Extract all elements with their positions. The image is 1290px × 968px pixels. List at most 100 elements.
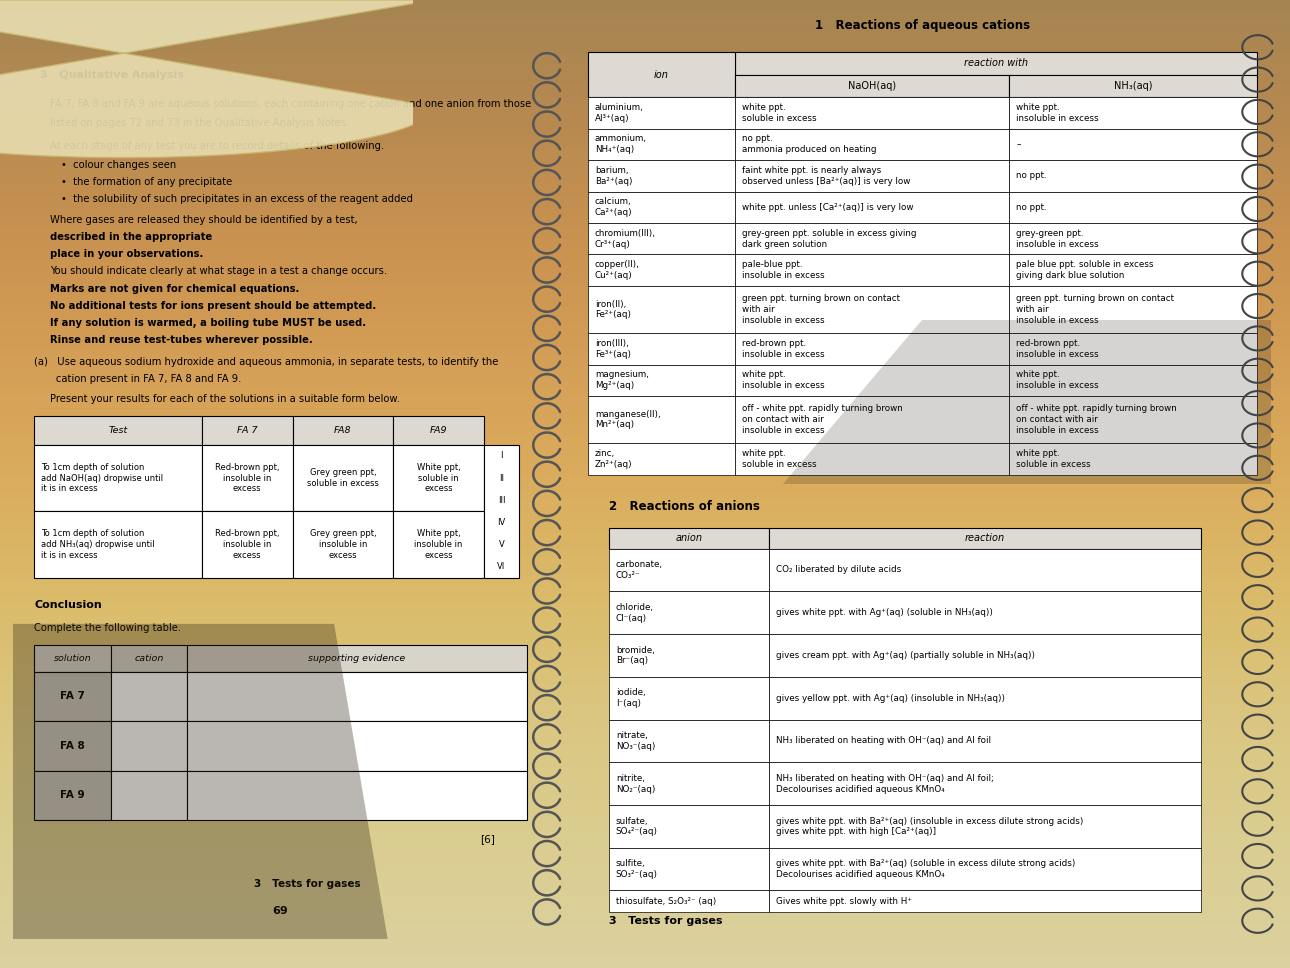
Text: iron(II),
Fe²⁺(aq): iron(II), Fe²⁺(aq) [595, 299, 631, 319]
Bar [588, 255, 735, 286]
Bar [187, 721, 526, 771]
Text: white ppt.
soluble in excess: white ppt. soluble in excess [1017, 449, 1091, 469]
Bar [735, 192, 1009, 223]
Bar [293, 511, 393, 578]
Text: Rinse and reuse test-tubes wherever possible.: Rinse and reuse test-tubes wherever poss… [50, 335, 313, 345]
Text: thiosulfate, S₂O₃²⁻ (aq): thiosulfate, S₂O₃²⁻ (aq) [615, 896, 716, 906]
Bar [187, 771, 526, 820]
Bar [111, 645, 187, 672]
Text: •  the formation of any precipitate: • the formation of any precipitate [61, 177, 232, 188]
Text: •  the solubility of such precipitates in an excess of the reagent added: • the solubility of such precipitates in… [61, 195, 413, 204]
Text: IV: IV [497, 518, 506, 527]
Text: white ppt.
insoluble in excess: white ppt. insoluble in excess [742, 371, 824, 390]
Bar [588, 396, 735, 443]
Bar [187, 645, 526, 672]
Bar [769, 805, 1201, 848]
Bar [293, 444, 393, 511]
Bar [35, 771, 111, 820]
Text: faint white ppt. is nearly always
observed unless [Ba²⁺(aq)] is very low: faint white ppt. is nearly always observ… [742, 166, 911, 186]
Text: Marks are not given for chemical equations.: Marks are not given for chemical equatio… [50, 284, 299, 293]
Bar [1009, 255, 1256, 286]
Bar [201, 416, 293, 444]
Bar [111, 721, 187, 771]
Text: cation: cation [134, 653, 164, 662]
Text: carbonate,
CO₃²⁻: carbonate, CO₃²⁻ [615, 560, 663, 580]
Text: gives white ppt. with Ba²⁺(aq) (soluble in excess dilute strong acids)
Decolouri: gives white ppt. with Ba²⁺(aq) (soluble … [775, 860, 1075, 879]
Text: grey-green ppt. soluble in excess giving
dark green solution: grey-green ppt. soluble in excess giving… [742, 228, 917, 249]
Bar [609, 634, 769, 677]
Text: II: II [499, 473, 504, 482]
Text: White ppt,
insoluble in
excess: White ppt, insoluble in excess [414, 529, 463, 560]
Polygon shape [13, 623, 387, 939]
Text: no ppt.: no ppt. [1017, 171, 1047, 180]
Text: At each stage of any test you are to record details of the following.: At each stage of any test you are to rec… [50, 141, 384, 151]
Text: white ppt.
insoluble in excess: white ppt. insoluble in excess [1017, 103, 1099, 123]
Text: White ppt,
soluble in
excess: White ppt, soluble in excess [417, 463, 461, 494]
Text: chromium(III),
Cr³⁺(aq): chromium(III), Cr³⁺(aq) [595, 228, 655, 249]
Bar [1009, 75, 1256, 97]
Bar [35, 444, 201, 511]
Bar [35, 511, 201, 578]
Text: supporting evidence: supporting evidence [308, 653, 405, 662]
Bar [769, 891, 1201, 912]
Bar [735, 75, 1009, 97]
Text: To 1cm depth of solution
add NH₃(aq) dropwise until
it is in excess: To 1cm depth of solution add NH₃(aq) dro… [41, 529, 155, 560]
Text: nitrite,
NO₂⁻(aq): nitrite, NO₂⁻(aq) [615, 773, 655, 794]
Text: white ppt.
soluble in excess: white ppt. soluble in excess [742, 449, 817, 469]
Bar [769, 848, 1201, 891]
Bar [588, 52, 735, 97]
Text: iron(III),
Fe³⁺(aq): iron(III), Fe³⁺(aq) [595, 339, 631, 359]
Text: copper(II),
Cu²⁺(aq): copper(II), Cu²⁺(aq) [595, 260, 640, 280]
Bar [393, 511, 484, 578]
Text: VI: VI [497, 562, 506, 571]
Bar [35, 416, 201, 444]
Bar [609, 549, 769, 591]
Bar [1009, 333, 1256, 365]
Text: If any solution is warmed, a boiling tube MUST be used.: If any solution is warmed, a boiling tub… [50, 318, 366, 328]
Text: Red-brown ppt,
insoluble in
excess: Red-brown ppt, insoluble in excess [215, 463, 280, 494]
Bar [588, 192, 735, 223]
Bar [201, 444, 293, 511]
Bar [735, 443, 1009, 474]
Text: FA8: FA8 [334, 426, 352, 435]
Text: III: III [498, 496, 506, 504]
Text: V: V [498, 540, 504, 549]
Text: FA 7: FA 7 [237, 426, 258, 435]
Bar [609, 591, 769, 634]
Text: green ppt. turning brown on contact
with air
insoluble in excess: green ppt. turning brown on contact with… [1017, 294, 1174, 324]
Text: No additional tests for ions present should be attempted.: No additional tests for ions present sho… [50, 301, 377, 311]
Text: Present your results for each of the solutions in a suitable form below.: Present your results for each of the sol… [50, 394, 400, 405]
Bar [735, 97, 1009, 129]
Text: Grey green ppt,
soluble in excess: Grey green ppt, soluble in excess [307, 469, 379, 488]
Text: nitrate,
NO₃⁻(aq): nitrate, NO₃⁻(aq) [615, 731, 655, 751]
Bar [735, 160, 1009, 192]
Bar [1009, 396, 1256, 443]
Text: reaction: reaction [965, 533, 1005, 543]
Text: manganese(II),
Mn²⁺(aq): manganese(II), Mn²⁺(aq) [595, 409, 660, 430]
Text: 2   Reactions of anions: 2 Reactions of anions [609, 500, 760, 513]
Text: grey-green ppt.
insoluble in excess: grey-green ppt. insoluble in excess [1017, 228, 1099, 249]
Text: Red-brown ppt,
insoluble in
excess: Red-brown ppt, insoluble in excess [215, 529, 280, 560]
Bar [609, 719, 769, 762]
Text: Where gases are released they should be identified by a test,: Where gases are released they should be … [50, 215, 361, 226]
Text: FA 8: FA 8 [61, 741, 85, 751]
Bar [769, 762, 1201, 805]
Bar [609, 762, 769, 805]
Text: NaOH(aq): NaOH(aq) [848, 81, 897, 91]
Text: aluminium,
Al³⁺(aq): aluminium, Al³⁺(aq) [595, 103, 644, 123]
Bar [609, 677, 769, 719]
Text: anion: anion [675, 533, 702, 543]
Bar [1009, 97, 1256, 129]
Bar [609, 528, 769, 549]
Text: gives white ppt. with Ag⁺(aq) (soluble in NH₃(aq)): gives white ppt. with Ag⁺(aq) (soluble i… [775, 608, 992, 618]
Text: gives yellow ppt. with Ag⁺(aq) (insoluble in NH₃(aq)): gives yellow ppt. with Ag⁺(aq) (insolubl… [775, 694, 1005, 703]
Bar [609, 848, 769, 891]
Bar [588, 443, 735, 474]
Text: NH₃ liberated on heating with OH⁻(aq) and Al foil: NH₃ liberated on heating with OH⁻(aq) an… [775, 737, 991, 745]
Bar [187, 672, 526, 721]
Text: white ppt.
insoluble in excess: white ppt. insoluble in excess [1017, 371, 1099, 390]
Text: To 1cm depth of solution
add NaOH(aq) dropwise until
it is in excess: To 1cm depth of solution add NaOH(aq) dr… [41, 463, 163, 494]
Text: Gives white ppt. slowly with H⁺: Gives white ppt. slowly with H⁺ [775, 896, 912, 906]
Text: NH₃ liberated on heating with OH⁻(aq) and Al foil;
Decolourises acidified aqueou: NH₃ liberated on heating with OH⁻(aq) an… [775, 773, 993, 794]
Bar [111, 771, 187, 820]
